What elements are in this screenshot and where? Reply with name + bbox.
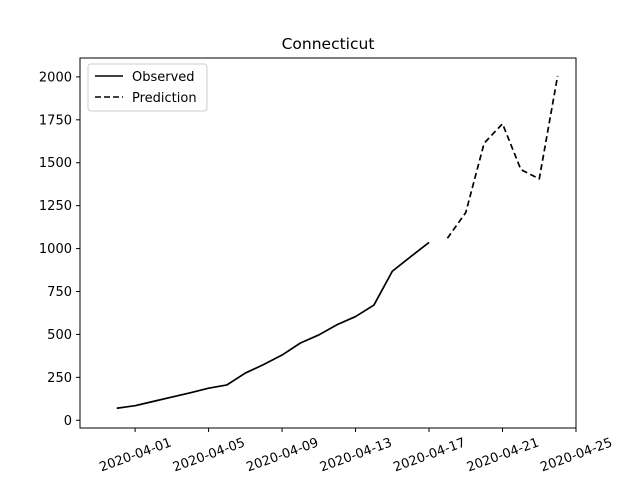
y-axis: 0 250 500 750 1000 1250 1500 1750 2000 <box>39 70 80 429</box>
legend-label-prediction: Prediction <box>132 91 197 106</box>
y-tick-label: 500 <box>47 328 72 343</box>
y-tick-label: 0 <box>64 414 72 429</box>
plot-area-frame <box>79 57 577 429</box>
y-tick-label: 1250 <box>39 199 72 214</box>
series-layer <box>116 75 559 410</box>
series-line-prediction <box>446 75 559 239</box>
y-tick-label: 750 <box>47 285 72 300</box>
y-tick-label: 250 <box>47 371 72 386</box>
legend: Observed Prediction <box>87 63 208 112</box>
y-tick-label: 1750 <box>39 113 72 128</box>
legend-label-observed: Observed <box>132 70 195 85</box>
chart-title: Connecticut <box>282 35 375 53</box>
series-line-observed <box>116 241 430 410</box>
y-tick-label: 1500 <box>39 156 72 171</box>
y-tick-label: 2000 <box>39 70 72 85</box>
y-tick-label: 1000 <box>39 242 72 257</box>
